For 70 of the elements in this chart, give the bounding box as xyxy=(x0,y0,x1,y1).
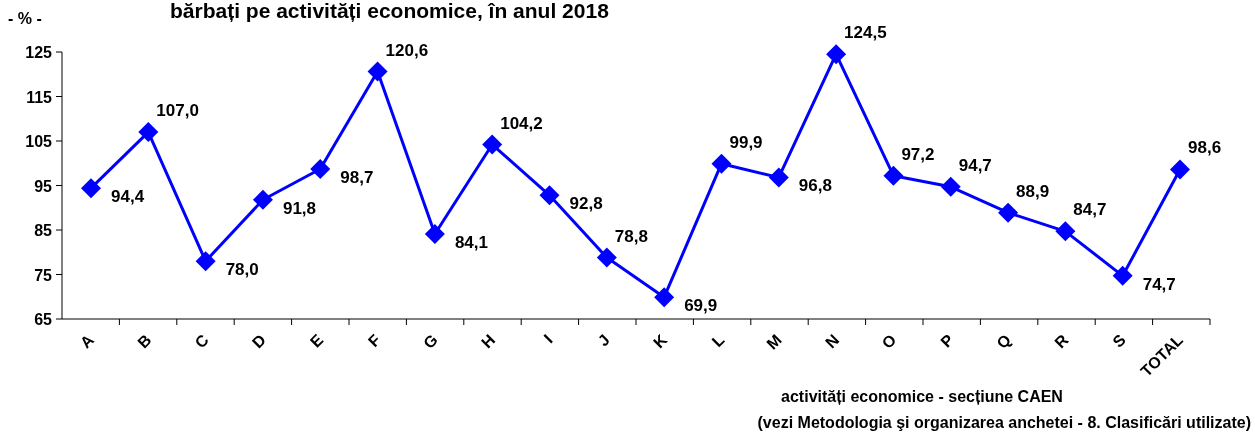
x-tick-label: M xyxy=(763,331,785,353)
point xyxy=(596,247,617,268)
point xyxy=(195,251,216,272)
point xyxy=(883,165,904,186)
data-label: 120,6 xyxy=(385,40,429,60)
x-tick-label: I xyxy=(540,331,556,347)
text: (vezi Metodologia şi organizarea anchetei - 8. Clasificări utilizate) xyxy=(757,414,1251,431)
y-tick-label: 65 xyxy=(34,311,53,328)
point xyxy=(424,224,445,245)
data-label: 98,7 xyxy=(340,168,374,188)
x-tick-label: D xyxy=(248,331,270,352)
x-tick-label: O xyxy=(878,331,900,352)
data-label: 98,6 xyxy=(1188,138,1222,158)
y-axis-title: - % - xyxy=(8,10,42,27)
x-tick-label: R xyxy=(1051,330,1072,352)
x-tick-label: C xyxy=(191,330,213,352)
data-label: 104,2 xyxy=(500,113,543,133)
point xyxy=(138,122,159,143)
data-label: 88,9 xyxy=(1016,181,1050,201)
point xyxy=(539,185,560,206)
x-tick-label: E xyxy=(306,330,327,351)
data-label: 84,1 xyxy=(454,233,488,253)
y-tick-label: 85 xyxy=(34,222,53,239)
y-tick-label: 105 xyxy=(25,133,53,150)
point xyxy=(310,159,331,180)
data-label: 74,7 xyxy=(1142,274,1176,294)
data-label: 96,8 xyxy=(798,176,832,196)
data-label: 124,5 xyxy=(844,23,887,43)
data-label: 78,8 xyxy=(614,226,648,246)
y-tick-label: 75 xyxy=(34,266,53,284)
x-tick-label: S xyxy=(1109,330,1130,351)
x-tick-label: J xyxy=(594,331,613,350)
point xyxy=(1055,221,1076,242)
x-tick-label: K xyxy=(650,330,671,352)
point xyxy=(711,153,732,174)
x-tick-label: A xyxy=(76,330,98,352)
data-label: 78,0 xyxy=(225,260,259,280)
y-tick-label: 125 xyxy=(25,44,53,61)
point xyxy=(367,61,388,82)
point xyxy=(940,176,961,197)
point xyxy=(768,167,789,188)
data-label: 92,8 xyxy=(569,194,603,214)
point xyxy=(1170,159,1190,180)
y-tick-label: 115 xyxy=(26,88,53,106)
data-label: 94,7 xyxy=(958,155,992,175)
point xyxy=(1112,265,1133,286)
data-label: 97,2 xyxy=(901,144,935,164)
data-label: 99,9 xyxy=(729,132,763,152)
data-label: 94,4 xyxy=(111,187,145,207)
point xyxy=(252,189,273,210)
data-label: 84,7 xyxy=(1073,200,1107,220)
x-tick-label: B xyxy=(134,331,155,352)
x-tick-label: G xyxy=(420,331,442,352)
data-label: 91,8 xyxy=(282,198,317,218)
point xyxy=(482,134,503,155)
x-tick-label: P xyxy=(937,330,958,351)
point xyxy=(998,202,1019,223)
x-axis-title: activități economice - secțiune CAEN xyxy=(781,388,1063,405)
point xyxy=(81,178,101,199)
y-tick-label: 95 xyxy=(34,177,53,195)
chart-title: bărbați pe activități economice, în anul 2018 xyxy=(170,0,610,22)
data-label: 69,9 xyxy=(684,296,718,316)
x-tick-label: L xyxy=(708,330,728,351)
x-tick-label: F xyxy=(364,330,384,351)
data-label: 107,0 xyxy=(156,101,199,121)
point xyxy=(654,287,675,308)
x-tick-label: Q xyxy=(993,331,1015,352)
x-tick-label: H xyxy=(478,331,499,352)
x-tick-label: N xyxy=(822,331,843,352)
point xyxy=(826,44,847,65)
